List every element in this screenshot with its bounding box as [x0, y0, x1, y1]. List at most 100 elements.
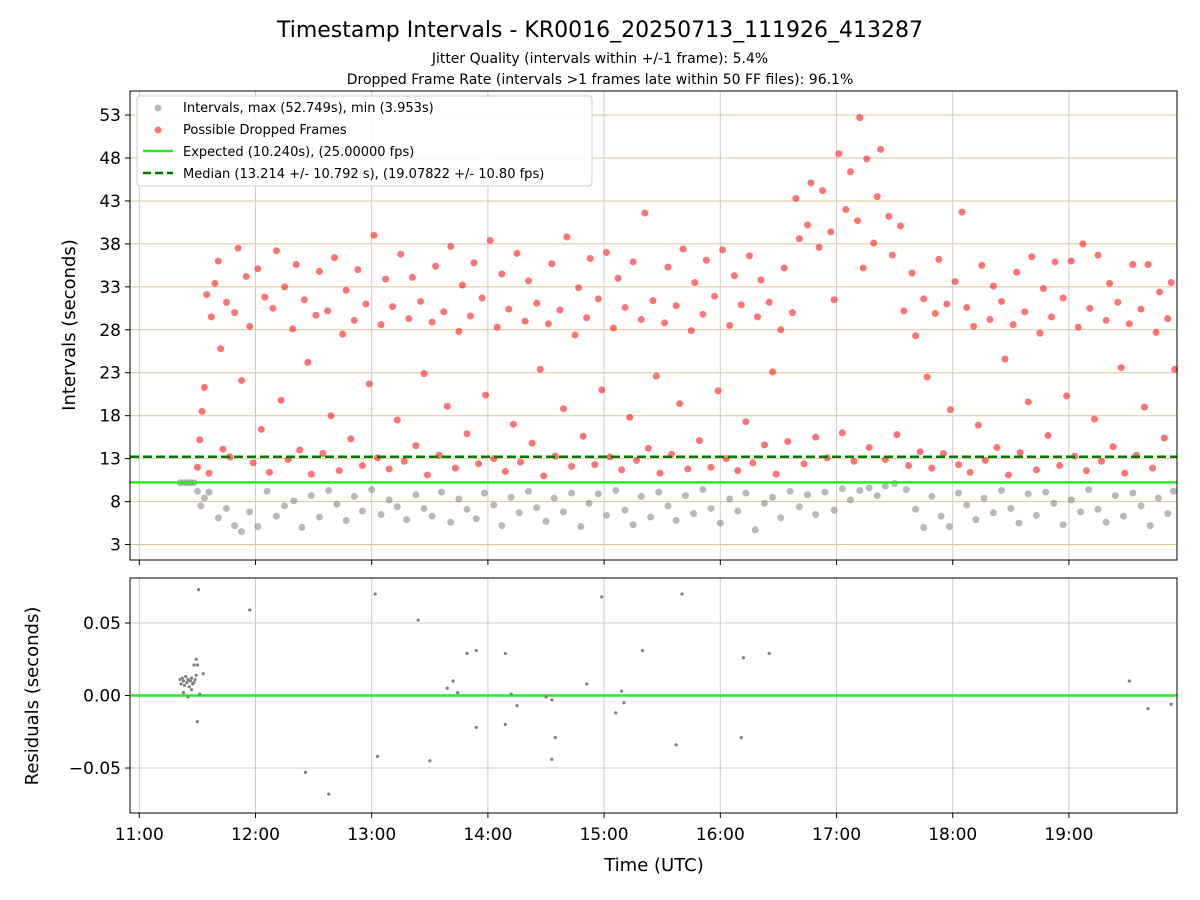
dropped-frame-point — [711, 292, 719, 300]
dropped-frame-point — [200, 383, 208, 391]
dropped-frame-point — [242, 273, 250, 281]
dropped-frame-point — [928, 464, 936, 472]
interval-point — [298, 523, 306, 531]
residuals-panel: −0.050.000.05 11:00 12:00 13:00 14:00 15:00 1… — [22, 577, 1178, 876]
residual-point — [185, 680, 189, 685]
intervals-plot-frame — [129, 90, 1178, 561]
dropped-frame-point — [963, 303, 971, 311]
dropped-frame-point — [327, 412, 335, 420]
legend-dropped-label: Possible Dropped Frames — [183, 123, 347, 138]
interval-point — [699, 486, 707, 494]
dropped-frame-point — [312, 311, 320, 319]
residual-point — [416, 618, 420, 622]
residual-point — [619, 689, 624, 693]
dropped-frame-point — [970, 322, 978, 330]
residual-point — [189, 676, 194, 680]
dropped-frame-point — [842, 206, 850, 214]
interval-point — [937, 512, 945, 520]
dropped-frame-point — [400, 457, 408, 465]
interval-point — [463, 505, 471, 513]
intervals-y-tick-label: 43 — [99, 192, 121, 212]
interval-point — [742, 489, 750, 497]
intervals-y-tick-label: 3 — [110, 536, 121, 556]
interval-point — [412, 491, 420, 499]
dropped-frame-point — [1137, 305, 1145, 313]
dropped-frame-point — [598, 386, 606, 394]
residuals-y-ticks: −0.05 0.00 0.05 — [69, 614, 130, 779]
dropped-frame-point — [265, 468, 273, 476]
residual-point — [195, 720, 199, 724]
residual-point — [181, 679, 186, 683]
dropped-frame-point — [289, 325, 297, 333]
dropped-frame-point — [1090, 415, 1098, 423]
interval-point — [681, 492, 689, 500]
dropped-frame-point — [626, 413, 634, 421]
dropped-frame-point — [614, 274, 622, 282]
dropped-frame-point — [792, 194, 800, 202]
intervals-y-tick-label: 53 — [99, 106, 121, 126]
dropped-frame-point — [863, 155, 871, 163]
interval-point — [315, 513, 323, 521]
legend-intervals-marker — [154, 104, 162, 112]
residual-point — [180, 676, 184, 680]
dropped-frame-point — [745, 252, 753, 260]
dropped-frame-point — [606, 453, 614, 461]
interval-point — [1120, 512, 1128, 520]
interval-point — [928, 492, 936, 500]
residual-point — [303, 770, 308, 774]
residual-point — [680, 592, 684, 596]
intervals-y-tick-label: 23 — [99, 364, 121, 384]
interval-point — [307, 492, 315, 500]
residual-point — [194, 657, 198, 661]
dropped-frame-point — [641, 209, 649, 217]
intervals-y-tick-label: 33 — [99, 278, 121, 298]
dropped-frame-point — [354, 266, 362, 274]
dropped-frame-point — [920, 295, 928, 303]
interval-point — [246, 508, 254, 516]
interval-point — [1164, 510, 1172, 518]
dropped-frame-point — [1129, 261, 1137, 269]
dropped-frame-point — [594, 295, 602, 303]
interval-point — [290, 497, 298, 505]
interval-point — [254, 523, 262, 530]
dropped-frame-point — [1106, 279, 1114, 287]
intervals-y-axis-label: Intervals (seconds) — [59, 239, 80, 411]
dropped-frame-point — [203, 291, 211, 299]
intervals-points — [176, 114, 1179, 536]
x-tick-label: 12:00 — [231, 825, 280, 845]
dropped-frame-point — [1032, 466, 1040, 474]
residual-point — [184, 675, 188, 679]
residual-point — [451, 679, 455, 683]
residual-point — [375, 754, 380, 759]
dropped-frame-point — [1013, 268, 1021, 276]
dropped-frame-point — [591, 461, 599, 469]
interval-point — [873, 492, 881, 500]
interval-point — [1050, 499, 1058, 507]
dropped-frame-point — [935, 255, 943, 263]
interval-point — [690, 510, 698, 518]
residual-point — [1146, 706, 1150, 711]
dropped-frame-point — [548, 260, 556, 268]
dropped-frame-point — [579, 432, 587, 440]
dropped-frame-point — [575, 284, 583, 292]
interval-point — [197, 502, 205, 510]
dropped-frame-point — [795, 235, 803, 243]
dropped-frame-point — [214, 257, 222, 265]
dropped-frame-point — [509, 420, 517, 428]
dropped-frame-point — [451, 464, 459, 472]
residual-point — [741, 656, 746, 660]
dropped-frame-point — [788, 309, 796, 317]
dropped-frame-point — [846, 168, 854, 176]
dropped-frame-point — [350, 316, 358, 324]
interval-point — [222, 504, 230, 512]
dropped-frame-point — [893, 431, 901, 439]
dropped-frame-point — [1144, 261, 1152, 269]
interval-point — [1146, 522, 1154, 530]
interval-point — [342, 516, 350, 524]
dropped-frame-point — [908, 269, 916, 277]
residual-point — [192, 663, 196, 667]
interval-point — [1077, 508, 1085, 516]
residual-point — [614, 711, 618, 715]
dropped-frame-point — [815, 243, 823, 251]
interval-point — [1007, 504, 1015, 512]
